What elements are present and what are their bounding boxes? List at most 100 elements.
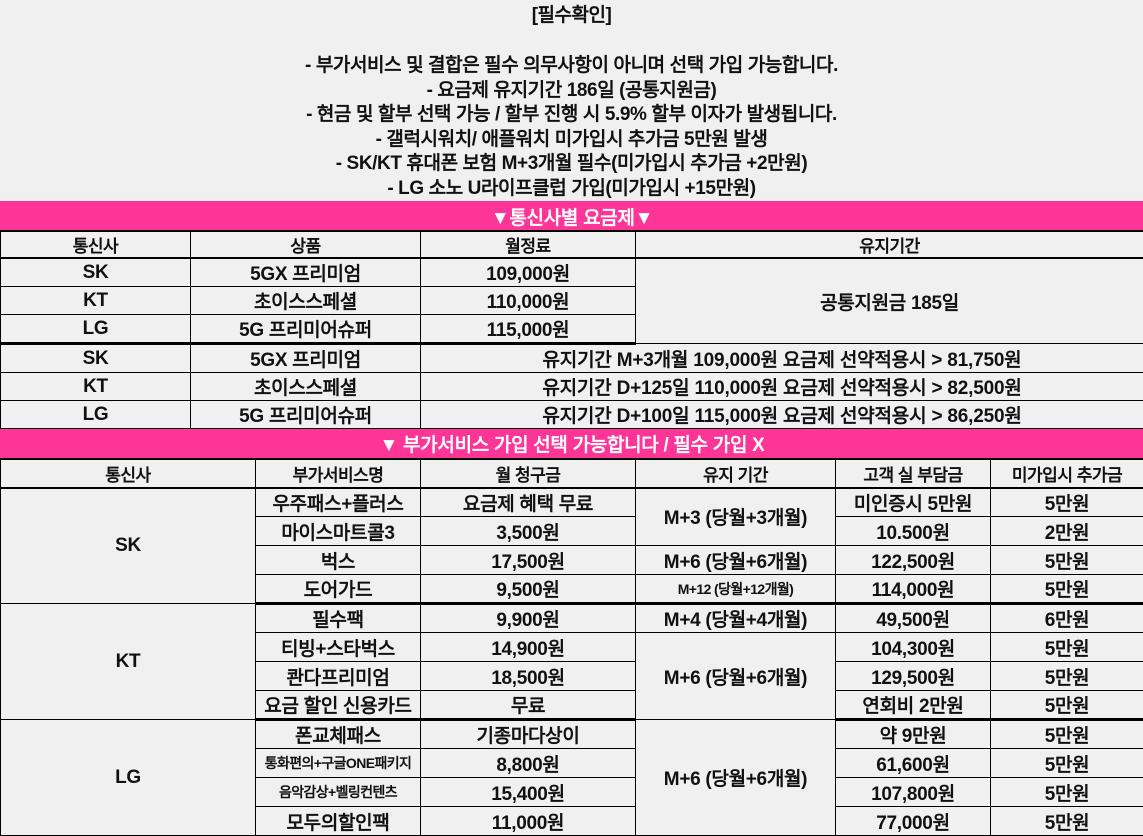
notice-line: - 현금 및 할부 선택 가능 / 할부 진행 시 5.9% 할부 이자가 발생… xyxy=(0,103,1143,128)
table-header-row: 통신사 부가서비스명 월 청구금 유지 기간 고객 실 부담금 미가입시 추가금 xyxy=(1,459,1143,488)
table-row: KT 초이스스페셜 유지기간 D+125일 110,000원 요금제 선약적용시… xyxy=(1,373,1143,401)
table-row: SK 5GX 프리미엄 109,000원 공통지원금 185일 xyxy=(1,258,1143,287)
addon-name-cell: 통화편의+구글ONE패키지 xyxy=(256,749,421,778)
fee-cell: 115,000원 xyxy=(421,315,636,344)
addon-fee-cell: 요금제 혜택 무료 xyxy=(421,488,636,517)
notice-line: - 부가서비스 및 결합은 필수 의무사항이 아니며 선택 가입 가능합니다. xyxy=(0,54,1143,79)
table-row: SK 우주패스+플러스 요금제 혜택 무료 M+3 (당월+3개월) 미인증시 … xyxy=(1,488,1143,517)
burden-cell: 107,800원 xyxy=(836,778,991,807)
hold-period-cell: M+6 (당월+6개월) xyxy=(636,720,836,836)
hold-period-cell: M+12 (당월+12개월) xyxy=(636,575,836,604)
notice-line-list: - 부가서비스 및 결합은 필수 의무사항이 아니며 선택 가입 가능합니다. … xyxy=(0,54,1143,201)
product-cell: 초이스스페셜 xyxy=(191,373,421,401)
addon-fee-cell: 3,500원 xyxy=(421,517,636,546)
fee-cell: 110,000원 xyxy=(421,287,636,315)
col-header-monthly-charge: 월 청구금 xyxy=(421,459,636,488)
table-header-row: 통신사 상품 월정료 유지기간 xyxy=(1,231,1143,258)
burden-cell: 연회비 2만원 xyxy=(836,691,991,720)
addon-name-cell: 요금 할인 신용카드 xyxy=(256,691,421,720)
notice-line: - 갤럭시워치/ 애플워치 미가입시 추가금 5만원 발생 xyxy=(0,128,1143,153)
hold-period-cell: M+6 (당월+6개월) xyxy=(636,633,836,720)
col-header-extra-charge: 미가입시 추가금 xyxy=(991,459,1143,488)
burden-cell: 77,000원 xyxy=(836,807,991,836)
carrier-cell: LG xyxy=(1,720,256,836)
notice-line: - 요금제 유지기간 186일 (공통지원금) xyxy=(0,79,1143,104)
plan-table-band: ▼통신사별 요금제▼ xyxy=(1,202,1143,231)
addon-name-cell: 벅스 xyxy=(256,546,421,575)
discount-detail-cell: 유지기간 M+3개월 109,000원 요금제 선약적용시 > 81,750원 xyxy=(421,344,1143,373)
carrier-cell: LG xyxy=(1,315,191,344)
addon-fee-cell: 기종마다상이 xyxy=(421,720,636,749)
addon-name-cell: 콴다프리미엄 xyxy=(256,662,421,691)
addon-fee-cell: 11,000원 xyxy=(421,807,636,836)
addon-fee-cell: 9,500원 xyxy=(421,575,636,604)
period-merged-cell: 공통지원금 185일 xyxy=(636,258,1143,344)
extra-charge-cell: 5만원 xyxy=(991,662,1143,691)
extra-charge-cell: 5만원 xyxy=(991,807,1143,836)
notice-line: - SK/KT 휴대폰 보험 M+3개월 필수(미가입시 추가금 +2만원) xyxy=(0,152,1143,177)
addon-name-cell: 마이스마트콜3 xyxy=(256,517,421,546)
table-row: KT 필수팩 9,900원 M+4 (당월+4개월) 49,500원 6만원 xyxy=(1,604,1143,633)
burden-cell: 129,500원 xyxy=(836,662,991,691)
product-cell: 5GX 프리미엄 xyxy=(191,258,421,287)
burden-cell: 104,300원 xyxy=(836,633,991,662)
extra-charge-cell: 5만원 xyxy=(991,633,1143,662)
col-header-monthly-fee: 월정료 xyxy=(421,231,636,258)
col-header-customer-burden: 고객 실 부담금 xyxy=(836,459,991,488)
table-row: SK 5GX 프리미엄 유지기간 M+3개월 109,000원 요금제 선약적용… xyxy=(1,344,1143,373)
addon-fee-cell: 17,500원 xyxy=(421,546,636,575)
col-header-carrier: 통신사 xyxy=(1,459,256,488)
fee-cell: 109,000원 xyxy=(421,258,636,287)
carrier-cell: KT xyxy=(1,604,256,720)
addon-fee-cell: 8,800원 xyxy=(421,749,636,778)
carrier-cell: KT xyxy=(1,287,191,315)
addon-fee-cell: 18,500원 xyxy=(421,662,636,691)
burden-cell: 49,500원 xyxy=(836,604,991,633)
hold-period-cell: M+6 (당월+6개월) xyxy=(636,546,836,575)
carrier-cell: SK xyxy=(1,344,191,373)
addon-name-cell: 모두의할인팩 xyxy=(256,807,421,836)
extra-charge-cell: 5만원 xyxy=(991,720,1143,749)
addon-name-cell: 필수팩 xyxy=(256,604,421,633)
extra-charge-cell: 5만원 xyxy=(991,778,1143,807)
table-band-row: ▼통신사별 요금제▼ xyxy=(1,202,1143,231)
discount-detail-cell: 유지기간 D+100일 115,000원 요금제 선약적용시 > 86,250원 xyxy=(421,401,1143,429)
product-cell: 5G 프리미어슈퍼 xyxy=(191,401,421,429)
burden-cell: 약 9만원 xyxy=(836,720,991,749)
addon-service-table: ▼ 부가서비스 가입 선택 가능합니다 / 필수 가입 X 통신사 부가서비스명… xyxy=(0,429,1143,836)
col-header-product: 상품 xyxy=(191,231,421,258)
addon-name-cell: 티빙+스타벅스 xyxy=(256,633,421,662)
extra-charge-cell: 5만원 xyxy=(991,691,1143,720)
burden-cell: 10.500원 xyxy=(836,517,991,546)
table-band-row: ▼ 부가서비스 가입 선택 가능합니다 / 필수 가입 X xyxy=(1,430,1143,459)
addon-table-band: ▼ 부가서비스 가입 선택 가능합니다 / 필수 가입 X xyxy=(1,430,1143,459)
extra-charge-cell: 2만원 xyxy=(991,517,1143,546)
table-row: LG 5G 프리미어슈퍼 유지기간 D+100일 115,000원 요금제 선약… xyxy=(1,401,1143,429)
burden-cell: 122,500원 xyxy=(836,546,991,575)
burden-cell: 114,000원 xyxy=(836,575,991,604)
addon-fee-cell: 무료 xyxy=(421,691,636,720)
discount-detail-cell: 유지기간 D+125일 110,000원 요금제 선약적용시 > 82,500원 xyxy=(421,373,1143,401)
product-cell: 초이스스페셜 xyxy=(191,287,421,315)
burden-cell: 미인증시 5만원 xyxy=(836,488,991,517)
carrier-cell: LG xyxy=(1,401,191,429)
addon-name-cell: 우주패스+플러스 xyxy=(256,488,421,517)
carrier-cell: KT xyxy=(1,373,191,401)
extra-charge-cell: 5만원 xyxy=(991,488,1143,517)
col-header-carrier: 통신사 xyxy=(1,231,191,258)
notice-line: - LG 소노 U라이프클럽 가입(미가입시 +15만원) xyxy=(0,177,1143,202)
col-header-hold-period: 유지 기간 xyxy=(636,459,836,488)
extra-charge-cell: 6만원 xyxy=(991,604,1143,633)
addon-name-cell: 음악감상+벨링컨텐츠 xyxy=(256,778,421,807)
addon-fee-cell: 14,900원 xyxy=(421,633,636,662)
addon-fee-cell: 15,400원 xyxy=(421,778,636,807)
plan-rate-table: ▼통신사별 요금제▼ 통신사 상품 월정료 유지기간 SK 5GX 프리미엄 1… xyxy=(0,201,1143,429)
extra-charge-cell: 5만원 xyxy=(991,575,1143,604)
notice-title: [필수확인] xyxy=(0,4,1143,54)
carrier-cell: SK xyxy=(1,258,191,287)
product-cell: 5GX 프리미엄 xyxy=(191,344,421,373)
hold-period-cell: M+4 (당월+4개월) xyxy=(636,604,836,633)
notice-block: [필수확인] - 부가서비스 및 결합은 필수 의무사항이 아니며 선택 가입 … xyxy=(0,0,1143,201)
product-cell: 5G 프리미어슈퍼 xyxy=(191,315,421,344)
addon-name-cell: 도어가드 xyxy=(256,575,421,604)
